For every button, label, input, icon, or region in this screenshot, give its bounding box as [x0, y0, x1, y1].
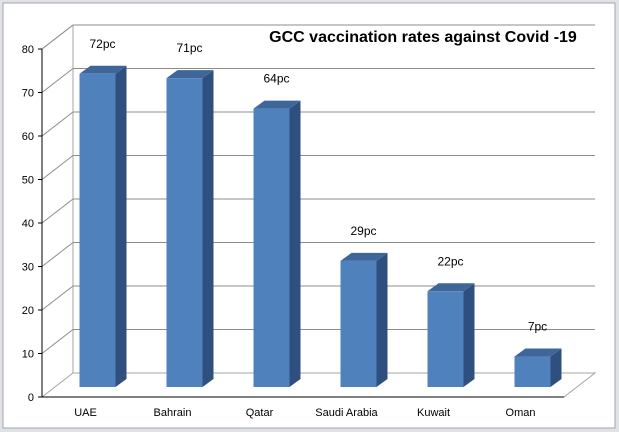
bar-front — [340, 260, 377, 387]
bar-side — [550, 348, 562, 387]
bar-front — [427, 291, 464, 387]
gridline-side — [41, 24, 74, 50]
bar — [253, 100, 301, 387]
category-label: UAE — [74, 407, 97, 419]
bar-top — [340, 252, 388, 261]
category-label: Kuwait — [417, 407, 450, 419]
bar-top — [166, 70, 214, 79]
bar-front — [166, 78, 203, 388]
gridline-side — [41, 285, 74, 311]
bar-side — [463, 283, 475, 387]
y-tick-label: 50 — [22, 175, 34, 187]
data-label: 7pc — [528, 320, 547, 334]
bar — [166, 70, 214, 388]
data-label: 29pc — [350, 224, 376, 238]
chart-title: GCC vaccination rates against Covid -19 — [269, 29, 577, 46]
bar-top — [253, 100, 301, 109]
bar — [514, 348, 562, 387]
bar — [427, 283, 475, 387]
bar-top — [79, 65, 127, 74]
y-tick-label: 70 — [22, 88, 34, 100]
y-tick-label: 0 — [28, 392, 34, 404]
data-label: 22pc — [437, 254, 463, 268]
bar — [340, 252, 388, 387]
gridline-side — [41, 111, 74, 137]
bar-side — [202, 70, 214, 388]
bar-front — [79, 73, 116, 388]
bar-top — [427, 283, 475, 292]
y-tick-label: 60 — [22, 131, 34, 143]
category-label: Saudi Arabia — [315, 407, 378, 419]
gridline-side — [41, 68, 74, 93]
data-label: 64pc — [263, 72, 289, 86]
y-tick-label: 20 — [22, 305, 34, 317]
gridline-side — [41, 155, 74, 180]
y-tick-label: 80 — [22, 44, 34, 56]
data-label: 72pc — [89, 37, 115, 51]
y-tick-label: 40 — [22, 218, 34, 230]
category-label: Oman — [506, 407, 536, 419]
data-label: 71pc — [176, 41, 202, 55]
category-label: Qatar — [246, 407, 274, 419]
bar-side — [289, 100, 301, 387]
bar-front — [253, 108, 290, 387]
category-label: Bahrain — [154, 407, 192, 419]
gridline-side — [41, 329, 74, 354]
bar-top — [514, 348, 562, 357]
bar-side — [376, 252, 388, 387]
bar-side — [115, 65, 127, 388]
gridline-side — [41, 198, 74, 224]
bar — [79, 65, 127, 388]
gridline-side — [41, 242, 74, 267]
y-tick-label: 10 — [22, 349, 34, 361]
y-tick-label: 30 — [22, 262, 34, 274]
bar-front — [514, 356, 551, 387]
